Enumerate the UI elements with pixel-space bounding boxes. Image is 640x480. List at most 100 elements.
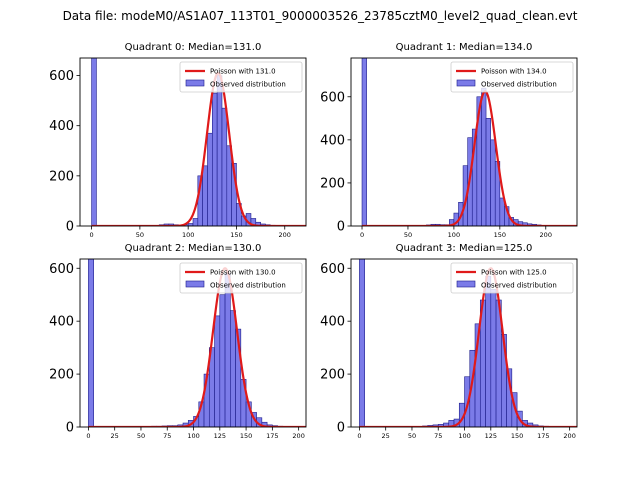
y-tick-label: 400 — [49, 119, 74, 134]
subplot-2: Quadrant 2: Median=130.0 0 200 400 600 0 25 50 7… — [49, 243, 307, 440]
hist-bar — [192, 218, 199, 226]
y-tick-label: 0 — [337, 421, 345, 436]
y-tick-label: 400 — [49, 315, 74, 330]
x-tick-label: 150 — [511, 432, 523, 440]
x-tick-label: 100 — [187, 432, 199, 440]
x-tick-label: 50 — [404, 231, 412, 239]
legend-box — [450, 61, 574, 93]
hist-bar — [202, 165, 208, 226]
x-tick-label: 200 — [279, 231, 291, 239]
x-tick-label: 200 — [292, 432, 304, 440]
hist-bar — [499, 197, 505, 226]
legend-observed-label: Observed distribution — [210, 81, 286, 89]
legend-observed-swatch — [456, 280, 476, 288]
x-tick-label: 50 — [136, 231, 144, 239]
hist-bar — [490, 139, 496, 226]
legend-poisson-label: Poisson with 125.0 — [481, 269, 547, 277]
y-tick-label: 0 — [337, 220, 345, 235]
y-tick-label: 200 — [320, 176, 345, 191]
hist-bar — [481, 87, 487, 226]
x-tick-label: 125 — [485, 432, 497, 440]
legend-observed-swatch — [456, 79, 476, 87]
hist-bar — [359, 259, 365, 427]
y-tick-label: 200 — [49, 169, 74, 184]
y-tick-label: 0 — [66, 421, 74, 436]
legend-poisson-label: Poisson with 134.0 — [481, 68, 547, 76]
hist-bar — [219, 294, 226, 427]
panel-title: Quadrant 3: Median=125.0 — [396, 243, 533, 254]
plot-area — [91, 58, 306, 226]
poisson-curve — [362, 90, 577, 226]
axes-frame — [79, 258, 307, 428]
x-tick-label: 0 — [90, 231, 94, 239]
subplot-1: Quadrant 1: Median=134.0 0 200 400 600 0 50 100… — [320, 42, 578, 239]
axes-frame — [350, 258, 578, 428]
hist-bar — [230, 310, 236, 427]
x-tick-label: 50 — [137, 432, 145, 440]
poisson-curve — [91, 71, 306, 226]
legend-observed-label: Observed distribution — [481, 282, 557, 290]
y-tick-label: 400 — [320, 315, 345, 330]
x-tick-label: 150 — [230, 231, 242, 239]
hist-bar — [221, 107, 228, 226]
hist-bar — [485, 275, 492, 427]
legend: Poisson with 131.0 Observed distribution — [179, 61, 303, 93]
x-tick-label: 100 — [182, 231, 194, 239]
x-tick-label: 25 — [382, 432, 390, 440]
y-tick-label: 0 — [66, 220, 74, 235]
y-tick-label: 600 — [49, 69, 74, 84]
x-tick-label: 100 — [448, 231, 460, 239]
x-tick-label: 175 — [266, 432, 278, 440]
x-tick-label: 25 — [111, 432, 119, 440]
hist-bar — [226, 145, 232, 226]
y-tick-label: 600 — [320, 262, 345, 277]
legend-observed-label: Observed distribution — [210, 282, 286, 290]
subplot-3: Quadrant 3: Median=125.0 0 200 400 600 0 25 50 7… — [320, 243, 578, 440]
legend-poisson-label: Poisson with 131.0 — [210, 68, 276, 76]
suptitle: Data file: modeM0/AS1A07_113T01_90000035… — [63, 9, 578, 23]
axes-frame — [79, 57, 307, 227]
legend-observed-swatch — [185, 280, 205, 288]
x-tick-label: 150 — [240, 432, 252, 440]
x-tick-label: 0 — [357, 432, 361, 440]
subplots: Quadrant 0: Median=131.0 0 200 400 600 0 50 100… — [49, 42, 578, 440]
x-tick-label: 175 — [537, 432, 549, 440]
hist-bar — [361, 58, 367, 226]
legend-box — [179, 61, 303, 93]
x-tick-label: 75 — [434, 432, 442, 440]
x-tick-label: 100 — [458, 432, 470, 440]
x-tick-label: 200 — [540, 231, 552, 239]
x-tick-label: 200 — [563, 432, 575, 440]
hist-bar — [207, 132, 213, 226]
hist-bar — [224, 273, 231, 427]
y-tick-label: 200 — [320, 368, 345, 383]
legend-poisson-label: Poisson with 130.0 — [210, 269, 276, 277]
y-tick-label: 600 — [320, 90, 345, 105]
legend-box — [179, 262, 303, 294]
hist-bar — [91, 58, 97, 226]
x-tick-label: 50 — [408, 432, 416, 440]
legend-box — [450, 262, 574, 294]
legend: Poisson with 125.0 Observed distribution — [450, 262, 574, 294]
hist-bar — [216, 75, 223, 226]
y-tick-label: 200 — [49, 368, 74, 383]
y-tick-label: 400 — [320, 133, 345, 148]
x-tick-label: 0 — [86, 432, 90, 440]
hist-bar — [485, 118, 491, 226]
legend: Poisson with 134.0 Observed distribution — [450, 61, 574, 93]
x-tick-label: 0 — [360, 231, 364, 239]
hist-bar — [490, 289, 497, 427]
x-tick-label: 75 — [163, 432, 171, 440]
panel-title: Quadrant 2: Median=130.0 — [125, 243, 262, 254]
x-tick-label: 150 — [494, 231, 506, 239]
subplot-0: Quadrant 0: Median=131.0 0 200 400 600 0 50 100… — [49, 42, 307, 239]
panel-title: Quadrant 1: Median=134.0 — [396, 42, 533, 53]
legend: Poisson with 130.0 Observed distribution — [179, 262, 303, 294]
hist-bar — [212, 92, 218, 226]
legend-observed-swatch — [185, 79, 205, 87]
legend-observed-label: Observed distribution — [481, 81, 557, 89]
hist-bar — [214, 315, 221, 427]
panel-title: Quadrant 0: Median=131.0 — [125, 42, 262, 53]
axes-frame — [350, 57, 578, 227]
